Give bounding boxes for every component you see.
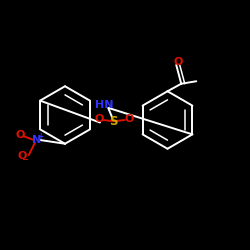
Text: O: O	[17, 151, 26, 161]
Text: +: +	[38, 132, 44, 141]
Text: O: O	[94, 114, 104, 124]
Text: N: N	[32, 135, 41, 145]
Text: HN: HN	[94, 100, 113, 110]
Text: S: S	[110, 115, 118, 128]
Text: −: −	[22, 156, 29, 164]
Text: O: O	[16, 130, 25, 140]
Text: O: O	[124, 114, 134, 124]
Text: O: O	[173, 57, 183, 67]
